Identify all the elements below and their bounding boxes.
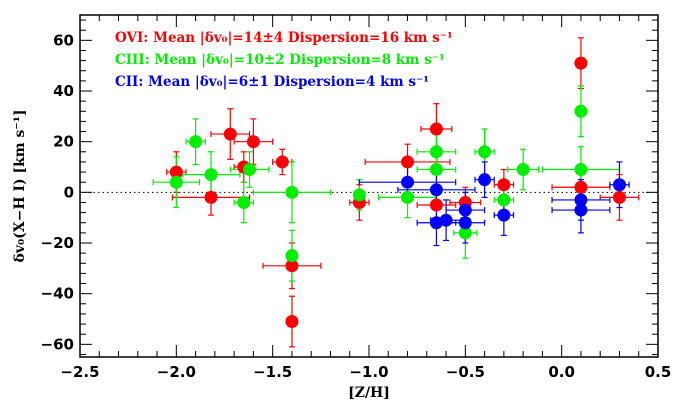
data-point-cii [429, 183, 443, 197]
data-point-cii [458, 203, 472, 217]
legend: OVI: Mean |δv₀|=14±4 Dispersion=16 km s⁻… [115, 30, 453, 90]
data-point-ciii [169, 175, 183, 189]
data-point-cii [612, 178, 626, 192]
data-point-ciii [429, 145, 443, 159]
y-tick-label: −20 [41, 234, 74, 252]
x-tick-label: −2.5 [60, 363, 99, 381]
data-point-ciii [458, 226, 472, 240]
data-point-cii [401, 175, 415, 189]
data-point-ciii [401, 190, 415, 204]
y-tick-label: 20 [53, 133, 74, 151]
data-point-cii [497, 208, 511, 222]
data-point-ciii [285, 249, 299, 263]
data-point-ciii [516, 163, 530, 177]
data-point-ciii [429, 163, 443, 177]
data-point-ovi [401, 155, 415, 169]
x-tick-label: 0.5 [645, 363, 672, 381]
data-point-ovi [285, 315, 299, 329]
data-point-cii [439, 213, 453, 227]
x-tick-label: −1.5 [253, 363, 292, 381]
legend-entry-ciii: CIII: Mean |δv₀|=10±2 Dispersion=8 km s⁻… [115, 52, 445, 68]
data-point-ovi [223, 127, 237, 141]
data-point-cii [458, 216, 472, 230]
y-tick-label: 60 [53, 31, 74, 49]
y-tick-label: 40 [53, 82, 74, 100]
data-point-ovi [612, 190, 626, 204]
y-axis-label: δv₀(X−H I) [km s⁻¹] [12, 109, 28, 262]
legend-entry-ovi: OVI: Mean |δv₀|=14±4 Dispersion=16 km s⁻… [115, 30, 453, 46]
data-point-ovi [429, 198, 443, 212]
x-tick-label: −2.0 [157, 363, 196, 381]
x-axis-label: [Z/H] [348, 385, 390, 401]
data-point-ciii [237, 195, 251, 209]
legend-entry-cii: CII: Mean |δv₀|=6±1 Dispersion=4 km s⁻¹ [115, 74, 429, 90]
data-point-ciii [574, 163, 588, 177]
data-point-cii [574, 193, 588, 207]
data-point-cii [574, 203, 588, 217]
x-tick-label: −1.0 [349, 363, 388, 381]
data-point-ciii [352, 188, 366, 202]
data-point-ciii [285, 185, 299, 199]
data-point-cii [478, 173, 492, 187]
y-tick-label: −60 [41, 335, 74, 353]
x-tick-label: −0.5 [446, 363, 485, 381]
data-point-ovi [497, 178, 511, 192]
data-point-ovi [169, 165, 183, 179]
data-point-ovi [275, 155, 289, 169]
axis-ticks: −2.5 −2.0 −1.5 −1.0 −0.5 0.0 0.5 −60 −40 −20 0 20 40… [41, 15, 672, 381]
data-point-ovi [574, 56, 588, 70]
data-point-ovi [574, 180, 588, 194]
data-point-ciii [574, 104, 588, 118]
data-point-ciii [478, 145, 492, 159]
data-point-ovi [429, 122, 443, 136]
data-points [169, 56, 626, 329]
x-tick-label: 0.0 [548, 363, 575, 381]
data-point-ciii [204, 168, 218, 182]
y-tick-label: −40 [41, 285, 74, 303]
data-point-ovi [285, 259, 299, 273]
data-point-ovi [246, 135, 260, 149]
data-point-ciii [497, 193, 511, 207]
y-tick-label: 0 [64, 183, 74, 201]
data-point-ovi [204, 190, 218, 204]
data-point-ciii [243, 163, 257, 177]
data-point-ciii [189, 135, 203, 149]
